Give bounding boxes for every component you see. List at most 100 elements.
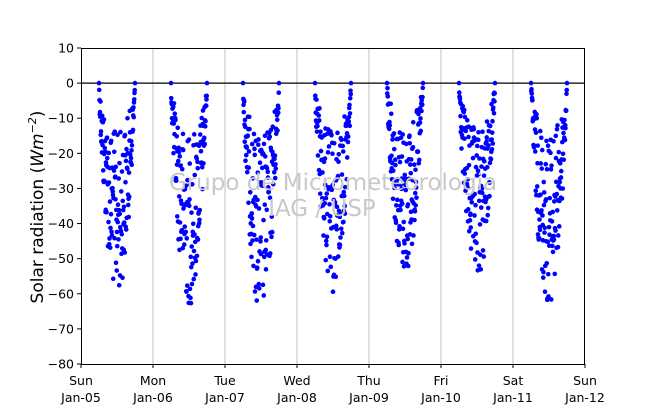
data-point [462, 114, 468, 120]
data-point [117, 211, 123, 217]
data-point [113, 164, 119, 170]
data-point [403, 187, 409, 193]
data-point [122, 250, 128, 255]
data-point [255, 142, 261, 148]
data-point [265, 185, 271, 190]
data-point [347, 102, 352, 108]
data-point [242, 139, 248, 145]
x-tick-label-date: Jan-09 [348, 390, 389, 405]
data-point [250, 223, 256, 229]
data-point [390, 168, 396, 174]
data-point [121, 204, 127, 210]
data-point [466, 162, 472, 168]
data-point [255, 258, 261, 264]
data-point [530, 97, 535, 103]
data-point [391, 146, 397, 152]
data-point [420, 85, 426, 91]
data-point [100, 168, 106, 173]
data-point [327, 201, 332, 207]
data-point [417, 120, 423, 126]
data-point [323, 195, 329, 201]
data-point [561, 157, 567, 163]
data-point [564, 87, 570, 93]
data-point [131, 105, 136, 110]
data-point [132, 87, 138, 93]
data-point [391, 131, 397, 136]
data-point [130, 127, 136, 133]
data-point [197, 217, 202, 223]
data-point [176, 149, 182, 155]
data-point [529, 91, 535, 96]
y-axis-ticks: 10 0 −10 −20 −30 −40 −50 −60 −70 −80 [48, 41, 81, 372]
data-point [175, 125, 181, 131]
data-point [247, 126, 252, 132]
data-point [541, 202, 547, 208]
data-point [334, 227, 340, 232]
data-point [485, 205, 491, 211]
data-point [102, 149, 108, 155]
data-point [98, 99, 103, 104]
data-point [177, 154, 183, 159]
data-point [539, 208, 544, 213]
data-point [171, 150, 176, 156]
data-point [390, 196, 396, 202]
data-point [246, 165, 252, 171]
x-tick-label-date: Jan-07 [204, 390, 245, 405]
data-point [104, 209, 109, 215]
data-point [420, 80, 426, 86]
data-point [398, 207, 403, 213]
data-point [261, 217, 266, 223]
data-point [468, 246, 474, 251]
data-point [541, 269, 546, 275]
data-point [203, 119, 208, 124]
data-point [415, 149, 421, 155]
data-point [549, 163, 554, 168]
data-point [386, 126, 392, 132]
data-point [418, 128, 424, 134]
data-point [486, 143, 491, 148]
data-point [467, 218, 473, 223]
data-point [492, 80, 498, 86]
data-point [538, 161, 544, 166]
data-point [246, 114, 252, 120]
data-point [189, 181, 195, 187]
data-point [487, 123, 493, 129]
data-point [399, 154, 405, 159]
data-point [276, 80, 282, 86]
data-point [119, 231, 125, 237]
data-point [110, 189, 116, 194]
data-point [490, 105, 496, 111]
data-point [201, 161, 206, 166]
data-point [192, 232, 197, 237]
data-point [345, 139, 351, 145]
x-tick-label-day: Sat [503, 373, 524, 388]
data-point [466, 134, 471, 140]
data-point [126, 194, 132, 199]
data-point [550, 209, 556, 215]
data-point [171, 121, 177, 126]
data-point [265, 169, 271, 175]
data-point [546, 294, 551, 299]
data-point [180, 147, 186, 153]
data-point [316, 118, 322, 123]
data-point [125, 202, 131, 208]
data-point [479, 186, 485, 191]
data-point [384, 80, 390, 86]
x-tick-label-day: Thu [356, 373, 380, 388]
data-point [397, 159, 403, 165]
data-point [534, 115, 540, 121]
data-point [460, 103, 466, 109]
data-point [342, 184, 348, 190]
data-point [115, 202, 121, 208]
y-tick-label: −30 [48, 181, 74, 196]
data-point [322, 200, 328, 206]
data-point [202, 124, 208, 129]
data-point [545, 143, 551, 149]
data-point [548, 150, 553, 156]
data-point [409, 241, 415, 247]
data-point [407, 232, 413, 237]
data-point [113, 196, 118, 202]
data-point [117, 224, 123, 230]
data-point [543, 161, 549, 167]
data-point [188, 264, 194, 270]
